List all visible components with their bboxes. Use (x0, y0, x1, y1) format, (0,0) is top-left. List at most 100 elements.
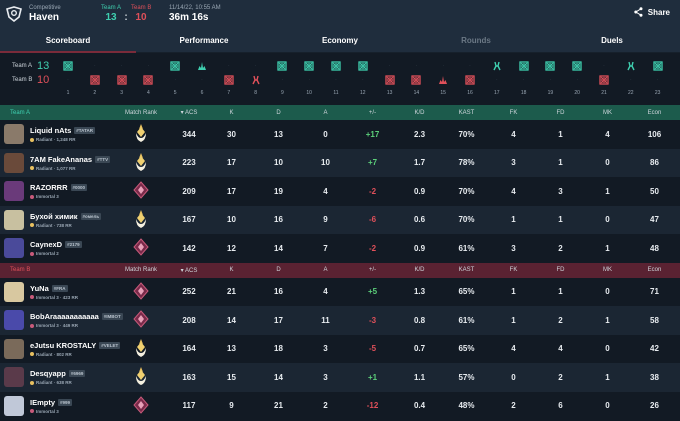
round-16[interactable]: · 16 (463, 59, 477, 101)
player-name[interactable]: 7AM FakeAnanas (30, 154, 93, 164)
col-match-rank[interactable]: Match Rank (124, 109, 157, 116)
round-6[interactable]: · 6 (195, 59, 209, 101)
tab-rounds[interactable]: Rounds (461, 36, 491, 45)
player-cell[interactable]: Бухой химик #омель Radiant · 738 RR (0, 209, 112, 230)
round-23[interactable]: · 23 (651, 59, 665, 101)
round-19[interactable]: · 19 (543, 59, 557, 101)
round-21[interactable]: · 21 (597, 59, 611, 101)
player-cell[interactable]: CaynexD #2179 Immortal 2 (0, 238, 112, 259)
player-row[interactable]: YuNa #FRA Immortal 3 · 423 RR 252 21 16 4 +5 1.3… (0, 277, 680, 306)
col-acs[interactable]: ▾ ACS (180, 267, 198, 274)
player-cell[interactable]: 7AM FakeAnanas #TTV Radiant · 1,077 RR (0, 152, 112, 173)
col-match-rank[interactable]: Match Rank (124, 267, 157, 273)
first-kills-value: 4 (511, 344, 516, 354)
player-name[interactable]: IEmpty (30, 397, 56, 407)
share-button[interactable]: Share (634, 7, 670, 17)
col-fk[interactable]: FK (509, 109, 518, 116)
player-cell[interactable]: BobAraaaaaaaaaaa #IMBOT Immortal 3 · 449 R… (0, 310, 123, 331)
player-cell[interactable]: Liquid nAts #TATAR Radiant · 1,248 RR (0, 124, 112, 145)
player-name[interactable]: BobAraaaaaaaaaaa (30, 312, 99, 322)
col-kd[interactable]: K/D (414, 267, 425, 273)
round-10[interactable]: · 10 (302, 59, 316, 101)
player-row[interactable]: Desqyapp #6969 Radiant · 638 RR 163 15 14 3 +1 1… (0, 363, 680, 392)
col-kd[interactable]: K/D (414, 109, 425, 116)
round-1[interactable]: · 1 (61, 59, 75, 101)
round-8[interactable]: · 8 (249, 59, 263, 101)
player-name[interactable]: Бухой химик (30, 211, 78, 221)
player-row[interactable]: CaynexD #2179 Immortal 2 142 12 14 7 -2 0.9 61% 3 2… (0, 234, 680, 263)
player-row[interactable]: Liquid nAts #TATAR Radiant · 1,248 RR 344 30… (0, 120, 680, 149)
round-3[interactable]: · 3 (115, 59, 129, 101)
col-fk[interactable]: FK (509, 267, 518, 273)
player-cell[interactable]: YuNa #FRA Immortal 3 · 423 RR (0, 281, 112, 302)
player-row[interactable]: eJutsu KROSTALY #VELET Radiant · 802 RR 164… (0, 334, 680, 363)
tab-scoreboard[interactable]: Scoreboard (0, 28, 136, 53)
round-15[interactable]: · 15 (436, 59, 450, 101)
player-cell[interactable]: IEmpty #999 Immortal 3 (0, 395, 112, 416)
round-14[interactable]: · 14 (409, 59, 423, 101)
player-name[interactable]: eJutsu KROSTALY (30, 340, 97, 350)
col-k[interactable]: K (229, 267, 234, 273)
round-9[interactable]: · 9 (275, 59, 289, 101)
player-cell[interactable]: RAZORRR #0000 Immortal 3 (0, 181, 112, 202)
col-d[interactable]: D (276, 109, 281, 116)
player-cell[interactable]: Desqyapp #6969 Radiant · 638 RR (0, 367, 112, 388)
tab-duels[interactable]: Duels (601, 36, 623, 45)
round-18[interactable]: · 18 (517, 59, 531, 101)
col-kast[interactable]: KAST (458, 109, 475, 116)
col-econ[interactable]: Econ (647, 109, 662, 116)
tab-performance[interactable]: Performance (179, 36, 229, 45)
plus-minus-value: -12 (366, 401, 379, 411)
col-fd[interactable]: FD (556, 267, 565, 273)
col-acs[interactable]: ▾ ACS (180, 110, 198, 116)
score-separator: : (124, 11, 128, 23)
player-row[interactable]: IEmpty #999 Immortal 3 117 9 21 2 -12 0.4 48% 2 6 0 2… (0, 391, 680, 420)
plus-minus-value: -6 (368, 215, 377, 225)
col-plus-minus[interactable]: +/- (368, 267, 377, 273)
col-a[interactable]: A (323, 109, 328, 116)
assists-value: 3 (323, 344, 328, 354)
player-cell[interactable]: eJutsu KROSTALY #VELET Radiant · 802 RR (0, 338, 121, 359)
round-7[interactable]: · 7 (222, 59, 236, 101)
player-row[interactable]: RAZORRR #0000 Immortal 3 209 17 19 4 -2 0.9 70% 4 3… (0, 177, 680, 206)
round-22[interactable]: · 22 (624, 59, 638, 101)
col-plus-minus[interactable]: +/- (368, 109, 377, 116)
round-team-a-result-empty: · (93, 63, 96, 69)
player-name[interactable]: Liquid nAts (30, 126, 72, 136)
player-row[interactable]: 7AM FakeAnanas #TTV Radiant · 1,077 RR 223 1… (0, 148, 680, 177)
round-20[interactable]: · 20 (570, 59, 584, 101)
col-mk[interactable]: MK (603, 109, 612, 116)
round-team-a-result-elim-icon (329, 59, 343, 73)
team-b-table: YuNa #FRA Immortal 3 · 423 RR 252 21 16 4 +5 1.3… (0, 277, 680, 420)
col-a[interactable]: A (323, 267, 328, 273)
player-tag: #0000 (70, 184, 88, 192)
player-name[interactable]: CaynexD (30, 240, 63, 250)
round-team-a-result-defuse-icon (624, 59, 638, 73)
player-name[interactable]: YuNa (30, 283, 49, 293)
player-name[interactable]: Desqyapp (30, 369, 66, 379)
col-k[interactable]: K (229, 109, 234, 116)
round-17[interactable]: · 17 (490, 59, 504, 101)
round-12[interactable]: · 12 (356, 59, 370, 101)
rank-tier-icon (30, 194, 34, 199)
final-score: Team A Team B 13 : 10 (101, 5, 159, 24)
col-econ[interactable]: Econ (647, 267, 662, 273)
round-13[interactable]: · 13 (383, 59, 397, 101)
player-name[interactable]: RAZORRR (30, 183, 68, 193)
round-5[interactable]: · 5 (168, 59, 182, 101)
round-number: 14 (413, 90, 420, 96)
player-row[interactable]: Бухой химик #омель Radiant · 738 RR 167 10 16… (0, 205, 680, 234)
round-number: 19 (547, 90, 554, 96)
sort-desc-icon: ▾ (180, 110, 185, 116)
round-11[interactable]: · 11 (329, 59, 343, 101)
col-fd[interactable]: FD (556, 109, 565, 116)
player-row[interactable]: BobAraaaaaaaaaaa #IMBOT Immortal 3 · 449 R… (0, 306, 680, 335)
round-2[interactable]: · 2 (88, 59, 102, 101)
round-4[interactable]: · 4 (141, 59, 155, 101)
kills-value: 12 (227, 243, 236, 253)
kills-value: 14 (227, 315, 236, 325)
col-d[interactable]: D (276, 267, 281, 273)
col-mk[interactable]: MK (603, 267, 612, 273)
tab-economy[interactable]: Economy (321, 36, 358, 45)
col-kast[interactable]: KAST (458, 267, 475, 273)
